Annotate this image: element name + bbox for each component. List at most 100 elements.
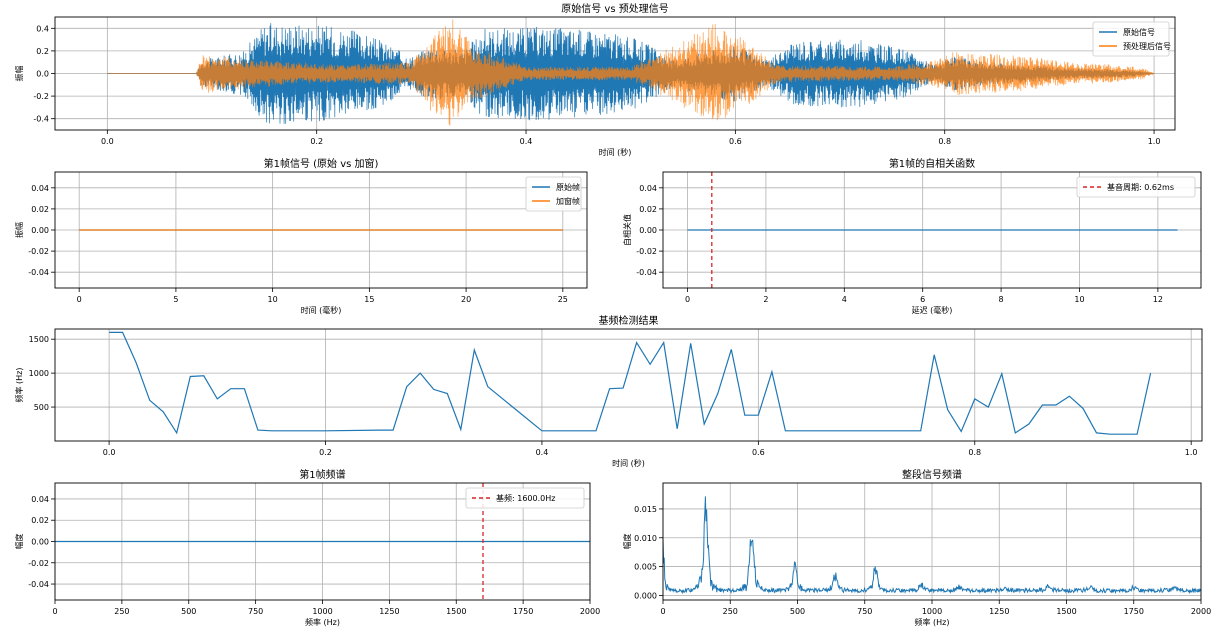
legend-box [1092, 21, 1170, 57]
x-axis-label: 时间 (毫秒) [301, 305, 342, 315]
x-tick-label: 10 [1074, 295, 1084, 304]
chart-title: 第1帧信号 (原始 vs 加窗) [264, 157, 379, 170]
x-tick-label: 0 [660, 607, 665, 616]
y-tick-label: -0.4 [33, 115, 49, 124]
x-tick-label: 0.2 [319, 448, 332, 457]
x-tick-label: 1250 [379, 607, 399, 616]
legend-box [1076, 176, 1196, 198]
series-line [663, 496, 1201, 595]
x-tick-label: 1750 [513, 607, 533, 616]
plot-area [55, 483, 590, 600]
x-axis-label: 频率 (Hz) [305, 617, 340, 627]
x-tick-label: 1.0 [1185, 448, 1198, 457]
legend: 基音周期: 0.62ms [1076, 176, 1196, 198]
y-tick-label: 0.0 [36, 70, 49, 79]
x-tick-label: 0.4 [536, 448, 549, 457]
axes-frame [662, 482, 1202, 601]
y-axis-label: 幅度 [14, 534, 24, 550]
legend-label: 基频: 1600.0Hz [496, 493, 555, 503]
x-tick-label: 1750 [1124, 607, 1144, 616]
x-tick-label: 0.8 [968, 448, 981, 457]
axes-frame [54, 16, 1176, 131]
x-tick-label: 1.0 [1148, 137, 1161, 146]
x-tick-label: 0.0 [101, 137, 114, 146]
x-axis-label: 频率 (Hz) [915, 617, 950, 627]
x-tick-label: 500 [181, 607, 196, 616]
y-tick-label: -0.04 [28, 268, 49, 277]
y-tick-label: -0.02 [28, 559, 49, 568]
x-tick-label: 250 [723, 607, 738, 616]
x-tick-label: 2000 [1191, 607, 1211, 616]
legend-box [465, 487, 585, 509]
y-tick-label: 0.4 [36, 24, 49, 33]
y-tick-label: 0.015 [634, 505, 657, 514]
x-tick-label: 1250 [989, 607, 1009, 616]
x-tick-label: 0.8 [938, 137, 951, 146]
x-tick-label: 1000 [922, 607, 942, 616]
axes-frame [662, 171, 1202, 289]
y-tick-label: 0.02 [31, 205, 49, 214]
x-tick-label: 0.6 [752, 448, 765, 457]
x-tick-label: 0.6 [729, 137, 742, 146]
y-tick-label: 0.00 [31, 226, 49, 235]
y-tick-label: -0.2 [33, 92, 49, 101]
legend-label: 原始帧 [556, 182, 580, 192]
legend-label: 预处理后信号 [1123, 41, 1171, 51]
x-tick-label: 0.4 [520, 137, 533, 146]
y-tick-label: 0.02 [639, 205, 657, 214]
y-tick-label: 1500 [29, 335, 49, 344]
x-tick-label: 0 [77, 295, 82, 304]
y-tick-label: 0.010 [634, 534, 657, 543]
y-axis-label: 频率 (Hz) [14, 368, 24, 403]
x-tick-label: 8 [999, 295, 1004, 304]
x-tick-label: 12 [1153, 295, 1163, 304]
y-tick-label: -0.04 [28, 580, 49, 589]
legend-box [525, 176, 582, 212]
chart-title: 整段信号频谱 [902, 468, 962, 481]
y-tick-label: 0.00 [639, 226, 657, 235]
chart-c6: 0 250 500 750 1000 1250 1500 1750 2000 0.015 0.010… [622, 468, 1211, 627]
x-tick-label: 25 [558, 295, 568, 304]
series-line [107, 19, 1155, 126]
x-tick-label: 0.2 [310, 137, 323, 146]
chart-title: 第1帧的自相关函数 [889, 157, 975, 170]
y-tick-label: 0.00 [31, 538, 49, 547]
x-tick-label: 4 [842, 295, 847, 304]
y-tick-label: 1000 [29, 369, 49, 378]
y-axis-label: 幅度 [622, 534, 632, 550]
axes-frame [54, 328, 1203, 442]
y-axis-label: 振幅 [14, 222, 24, 238]
x-tick-label: 2 [763, 295, 768, 304]
plot-area [109, 331, 1152, 435]
y-tick-label: -0.02 [28, 247, 49, 256]
legend-label: 加窗帧 [556, 196, 580, 206]
y-axis-label: 自相关值 [622, 214, 632, 246]
y-tick-label: 0.04 [639, 184, 657, 193]
chart-c1: 0.0 0.2 0.4 0.6 0.8 1.0 0.4 0.2 0.0 -0.2 -0.4 原始信号 … [14, 2, 1176, 157]
x-axis-label: 时间 (秒) [612, 458, 645, 468]
x-tick-label: 1000 [312, 607, 332, 616]
x-tick-label: 2000 [580, 607, 600, 616]
x-tick-label: 0 [52, 607, 57, 616]
x-tick-label: 20 [461, 295, 471, 304]
chart-c5: 0 250 500 750 1000 1250 1500 1750 2000 0.04 0.02 0.… [14, 468, 600, 627]
x-tick-label: 0 [685, 295, 690, 304]
x-tick-label: 750 [248, 607, 263, 616]
chart-title: 原始信号 vs 预处理信号 [561, 2, 669, 15]
plot-area [107, 19, 1155, 126]
legend-label: 基音周期: 0.62ms [1107, 182, 1174, 192]
x-tick-label: 6 [920, 295, 925, 304]
chart-c2: 0 5 10 15 20 25 0.04 0.02 0.00 -0.02 -0.04 第1帧信号 (原… [14, 157, 588, 315]
x-tick-label: 250 [114, 607, 129, 616]
y-tick-label: 0.04 [31, 184, 49, 193]
y-axis-label: 振幅 [14, 66, 24, 82]
plot-area [687, 172, 1178, 288]
x-tick-label: 1500 [1056, 607, 1076, 616]
chart-title: 第1帧频谱 [299, 468, 345, 481]
y-tick-label: -0.02 [636, 247, 657, 256]
plot-area [663, 496, 1201, 595]
axes-frame [54, 171, 588, 289]
axes-frame [54, 482, 591, 601]
